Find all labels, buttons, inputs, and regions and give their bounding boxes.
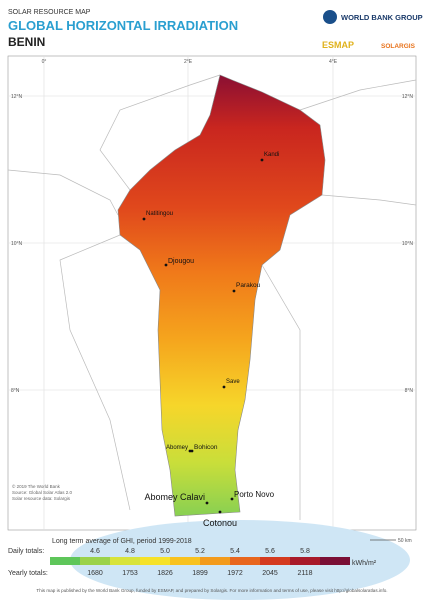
latitude-label: 8°N: [405, 388, 414, 394]
latitude-label: 10°N: [402, 241, 414, 247]
latitude-label: 10°N: [11, 241, 23, 247]
legend-yearly: 2118: [297, 570, 312, 577]
city-marker: [222, 385, 226, 389]
kicker: SOLAR RESOURCE MAP: [8, 9, 91, 16]
legend-yearly: 1899: [192, 570, 208, 577]
city-marker: [232, 289, 236, 293]
city-label: Kandi: [264, 152, 279, 158]
credit: Solar resource data: Solargis: [12, 496, 71, 501]
logo-text: SOLARGIS: [381, 43, 416, 50]
city-label: Bohicon: [194, 444, 218, 451]
city-marker: [218, 510, 222, 514]
city-label: Abomey Calavi: [144, 492, 205, 502]
legend-yearly: 1826: [157, 570, 173, 577]
logo-text: ESMAP: [322, 40, 354, 50]
city-label: Save: [226, 379, 240, 385]
credit: Source: Global Solar Atlas 2.0: [12, 490, 73, 495]
scale-label: 50 km: [398, 538, 412, 544]
city-marker: [142, 217, 146, 221]
city-label: Djougou: [168, 258, 194, 265]
neighbours: [7, 74, 417, 520]
legend-yearly: 2045: [262, 570, 278, 577]
city-marker: [164, 263, 168, 267]
legend-daily: 4.8: [125, 548, 135, 555]
legend-unit: kWh/m²: [352, 560, 377, 567]
legend-label: Daily totals:: [8, 548, 44, 555]
longitude-label: 4°E: [329, 59, 338, 65]
city-marker: [230, 497, 234, 501]
legend-daily: 5.6: [265, 548, 275, 555]
longitude-label: 0°: [42, 59, 47, 65]
latitude-label: 12°N: [11, 94, 23, 100]
legend-swatch: [110, 557, 140, 565]
latitude-label: 8°N: [11, 388, 20, 394]
legend-swatch: [260, 557, 290, 565]
legend-swatch: [200, 557, 230, 565]
legend-yearly: 1680: [87, 570, 103, 577]
longitude-label: 2°E: [184, 59, 193, 65]
city-label: Cotonou: [203, 518, 237, 528]
city-label: Natitingou: [146, 211, 173, 217]
city-label: Parakou: [236, 282, 261, 289]
legend-swatch: [80, 557, 110, 565]
legend-yearly: 1972: [227, 570, 243, 577]
logo-text: WORLD BANK GROUP: [341, 13, 423, 22]
credit: © 2019 The World Bank: [12, 483, 61, 489]
latitude-label: 12°N: [402, 94, 414, 100]
wbg-logo: [323, 10, 337, 24]
city-label: Porto Novo: [234, 490, 275, 499]
city-marker: [205, 501, 209, 505]
city-marker: [190, 449, 194, 453]
country: BENIN: [8, 35, 45, 49]
legend-swatch: [140, 557, 170, 565]
city-marker: [188, 449, 192, 453]
legend-label: Yearly totals:: [8, 570, 48, 577]
legend-daily: 5.8: [300, 548, 310, 555]
footer: This map is published by the World Bank …: [36, 588, 387, 593]
legend-daily: 5.2: [195, 548, 205, 555]
legend-daily: 4.6: [90, 548, 100, 555]
legend-swatch: [230, 557, 260, 565]
legend-title: Long term average of GHI, period 1999-20…: [52, 538, 192, 545]
legend-swatch: [50, 557, 80, 565]
city-marker: [260, 158, 264, 162]
legend-swatch: [290, 557, 320, 565]
legend-swatch: [320, 557, 350, 565]
legend-yearly: 1753: [122, 570, 138, 577]
legend-swatch: [170, 557, 200, 565]
city-label: Abomey: [166, 445, 188, 451]
legend-daily: 5.4: [230, 548, 240, 555]
country-shape: [117, 74, 326, 517]
title: GLOBAL HORIZONTAL IRRADIATION: [8, 18, 238, 33]
legend-daily: 5.0: [160, 548, 170, 555]
